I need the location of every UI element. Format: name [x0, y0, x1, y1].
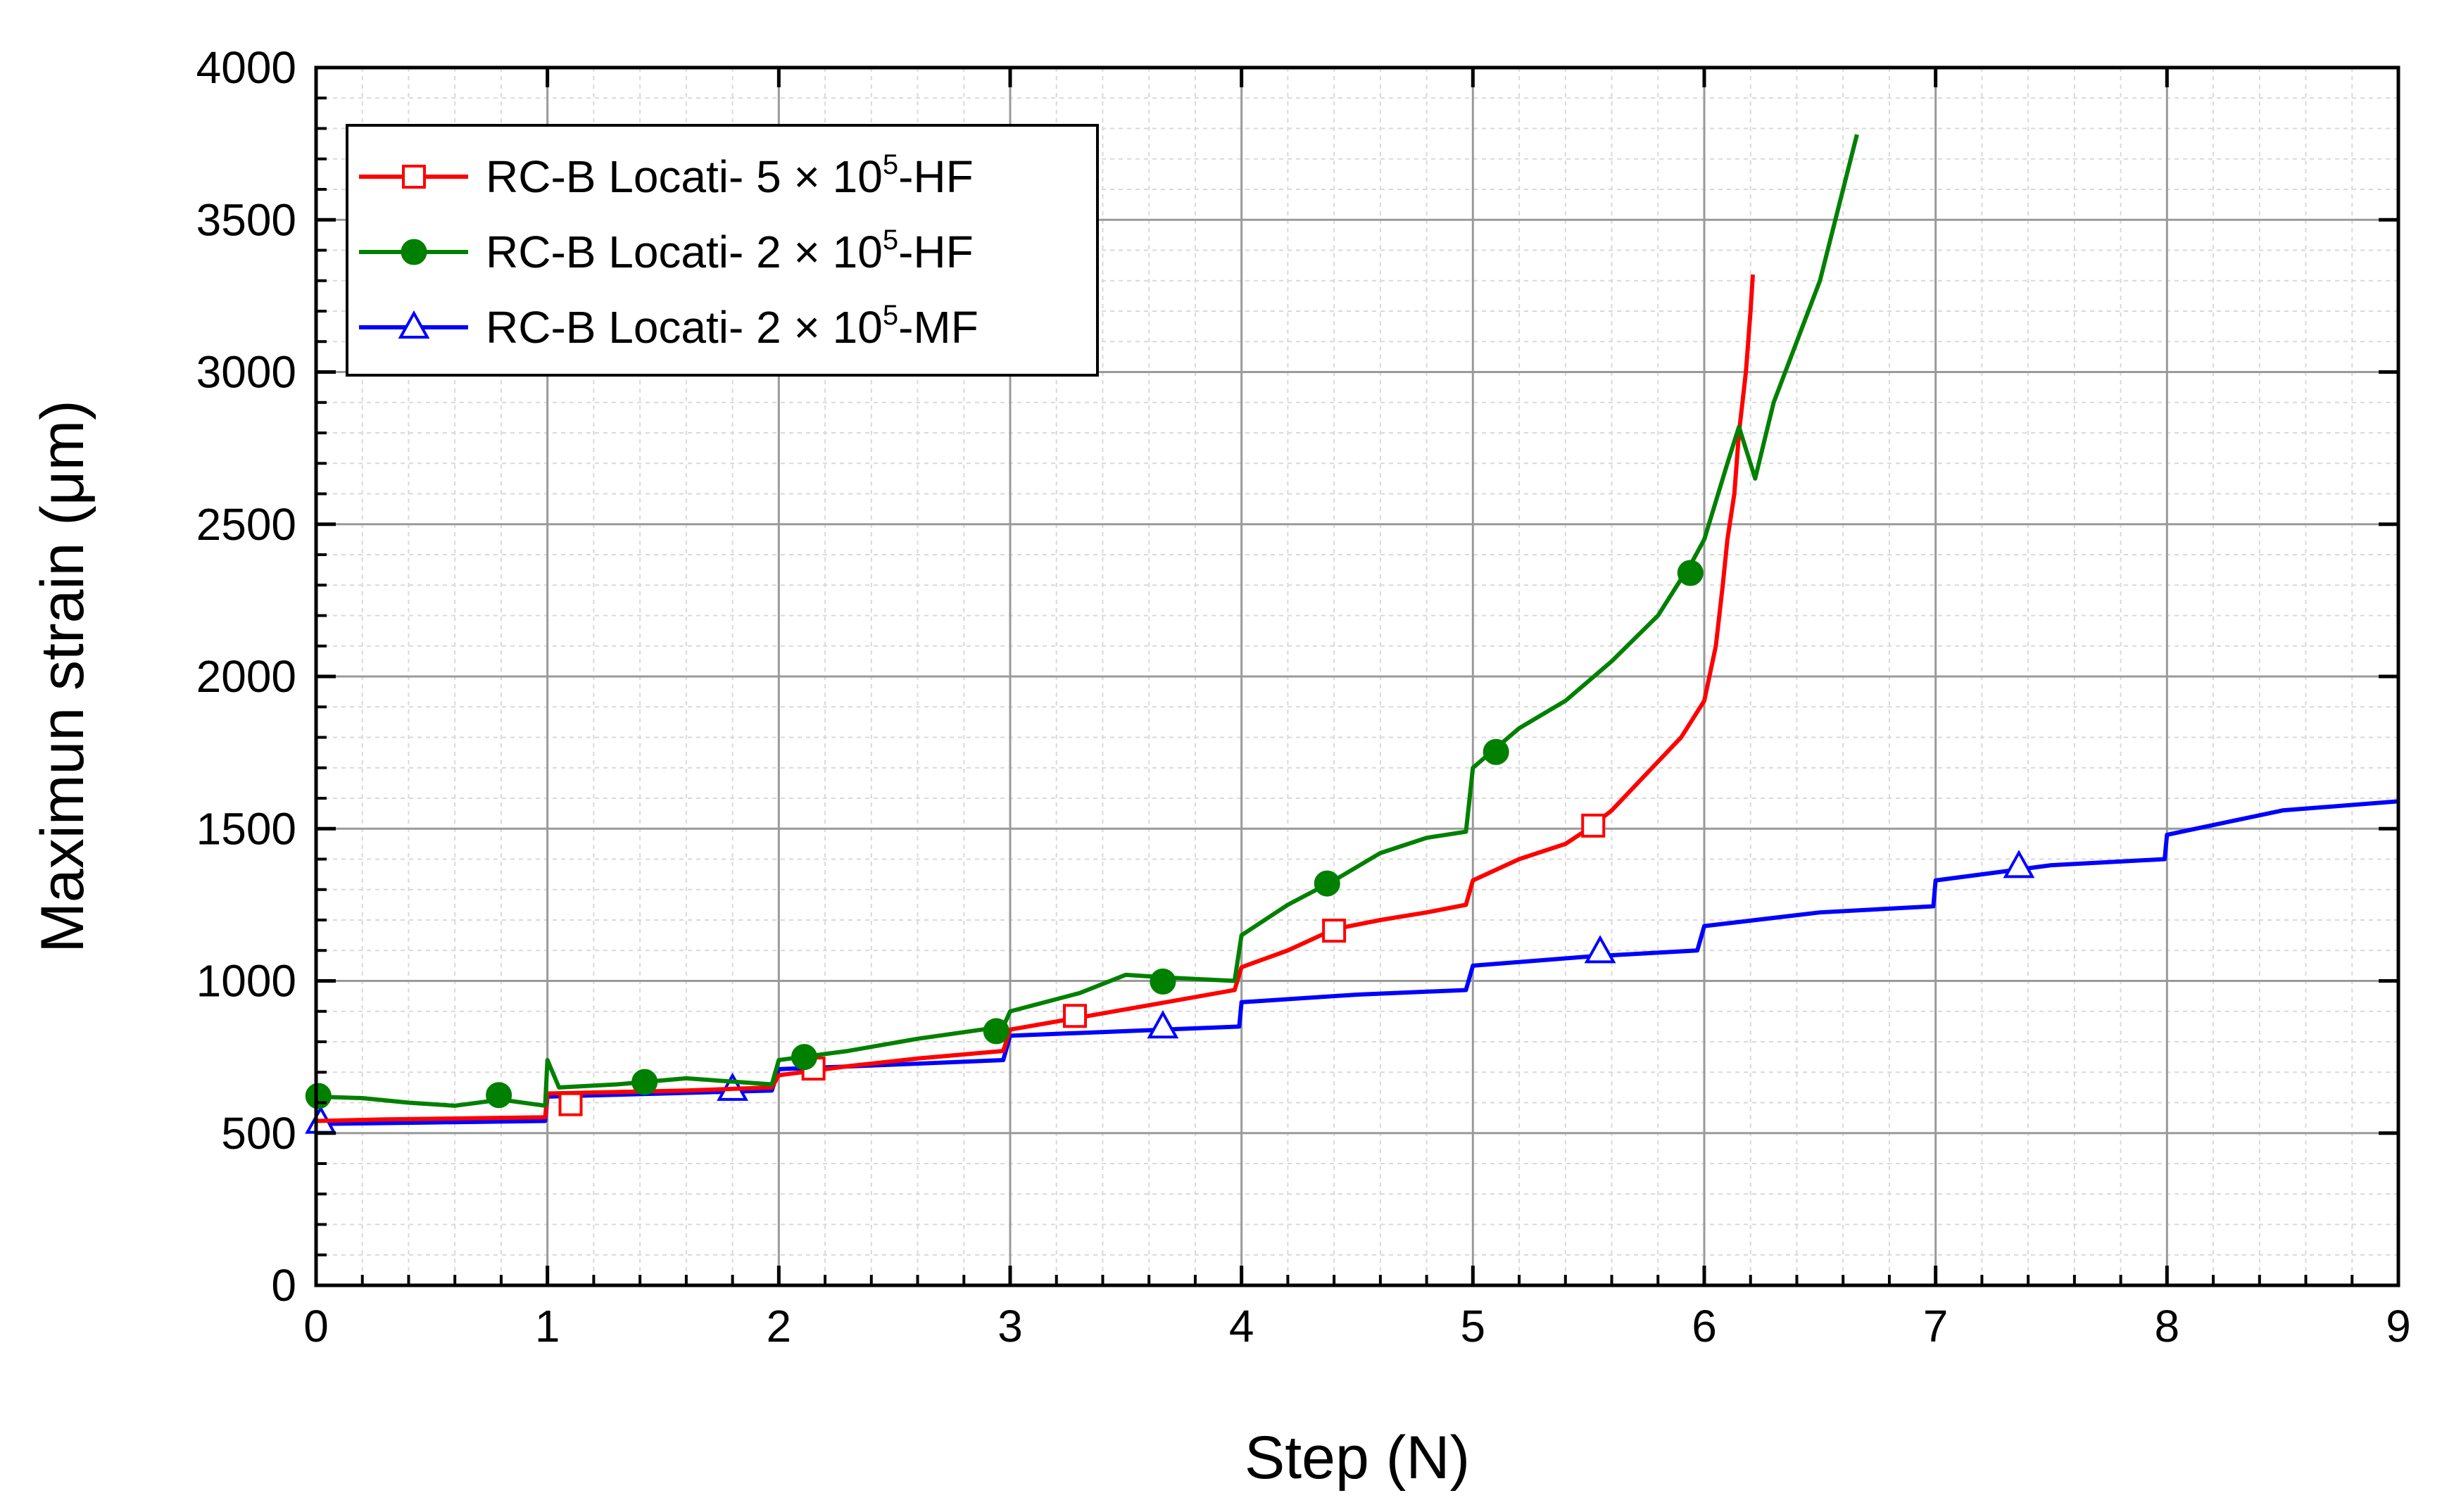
x-tick-label: 7	[1923, 1301, 1949, 1352]
axis-ticks	[314, 65, 2400, 1287]
series-1	[315, 274, 1756, 1123]
marker-circle	[631, 1069, 658, 1095]
y-tick-label: 1000	[196, 956, 296, 1007]
marker-circle	[1483, 738, 1509, 765]
marker-square	[1581, 813, 1606, 838]
x-tick-label: 8	[2155, 1301, 2180, 1352]
y-tick-labels: 0 500 1000 1500 2000 2500 3000 3500 4000	[196, 42, 296, 1311]
marker-circle	[1314, 870, 1340, 897]
x-tick-label: 1	[535, 1301, 560, 1352]
x-tick-label: 3	[997, 1301, 1023, 1352]
x-axis-title: Step (N)	[1245, 1424, 1470, 1492]
x-tick-label: 6	[1692, 1301, 1717, 1352]
legend: RC-B Locati- 5 × 105-HF RC-B Locati- 2 × …	[346, 124, 1099, 377]
y-tick-label: 2500	[196, 499, 296, 550]
marker-triangle	[1147, 1010, 1179, 1039]
y-tick-label: 1500	[196, 803, 296, 854]
marker-triangle	[2003, 850, 2035, 878]
series-line	[315, 134, 1859, 1108]
marker-circle	[401, 239, 427, 265]
y-tick-label: 4000	[196, 42, 296, 93]
x-tick-label: 0	[303, 1301, 329, 1352]
legend-label: RC-B Locati- 5 × 105-HF	[486, 149, 974, 202]
x-tick-label: 2	[767, 1301, 792, 1352]
series-2	[305, 134, 1859, 1109]
marker-circle	[1150, 968, 1176, 995]
marker-circle	[486, 1082, 512, 1109]
legend-label: RC-B Locati- 2 × 105-MF	[486, 300, 978, 353]
marker-square	[1322, 919, 1347, 943]
marker-circle	[983, 1018, 1009, 1045]
marker-circle	[1677, 560, 1704, 586]
marker-circle	[791, 1044, 817, 1071]
marker-circle	[305, 1083, 332, 1109]
y-tick-label: 500	[221, 1108, 296, 1159]
legend-item-3: RC-B Locati- 2 × 105-MF	[359, 300, 978, 353]
y-tick-label: 0	[271, 1260, 296, 1311]
marker-triangle	[1584, 935, 1616, 964]
legend-item-2: RC-B Locati- 2 × 105-HF	[359, 225, 974, 277]
y-tick-label: 3500	[196, 194, 296, 245]
x-tick-label: 5	[1461, 1301, 1486, 1352]
y-tick-label: 2000	[196, 651, 296, 702]
series-line	[315, 274, 1756, 1123]
x-tick-label: 4	[1229, 1301, 1254, 1352]
x-tick-labels: 0 1 2 3 4 5 6 7 8 9	[303, 1301, 2411, 1352]
legend-item-1: RC-B Locati- 5 × 105-HF	[359, 149, 974, 202]
marker-square	[402, 165, 426, 189]
marker-square	[558, 1092, 583, 1116]
x-tick-label: 9	[2386, 1301, 2411, 1352]
marker-triangle	[398, 310, 430, 339]
series-layer	[305, 134, 2399, 1134]
legend-box	[346, 124, 1099, 377]
legend-label: RC-B Locati- 2 × 105-HF	[486, 225, 974, 277]
y-tick-label: 3000	[196, 347, 296, 398]
y-axis-title: Maximun strain (μm)	[29, 400, 96, 952]
marker-square	[1063, 1004, 1088, 1028]
